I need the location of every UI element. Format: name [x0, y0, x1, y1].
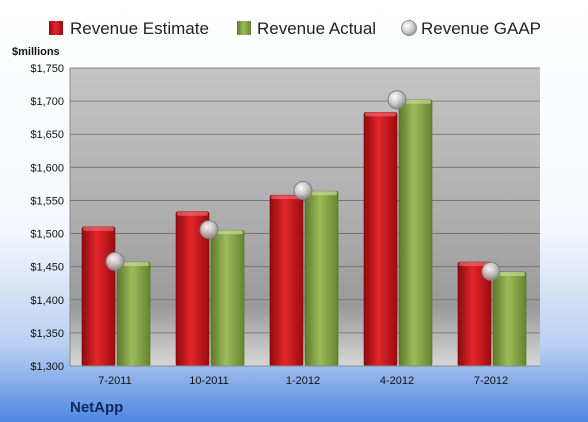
bar-top-highlight	[83, 226, 114, 231]
bar-revenue-actual	[210, 229, 245, 367]
x-tick-label: 1-2012	[286, 375, 320, 387]
bar-top-highlight	[400, 99, 431, 104]
y-tick-label: $1,400	[30, 295, 64, 307]
legend-swatch-gaap	[401, 20, 417, 36]
y-tick-label: $1,350	[30, 328, 64, 340]
bars	[81, 99, 527, 367]
bar-top-highlight	[118, 262, 149, 267]
bar-top-highlight	[306, 191, 337, 196]
bar-revenue-actual	[116, 261, 151, 367]
marker-revenue-gaap	[105, 251, 125, 271]
y-tick-label: $1,500	[30, 229, 64, 241]
legend-label-gaap: Revenue GAAP	[421, 19, 541, 38]
bar-top-highlight	[212, 230, 243, 235]
y-tick-label: $1,300	[30, 361, 64, 373]
bar-top-highlight	[365, 112, 396, 117]
bar-revenue-actual	[492, 271, 527, 367]
y-tick-label: $1,600	[30, 162, 64, 174]
gaap-markers	[105, 90, 501, 281]
x-tick-label: 7-2012	[474, 375, 508, 387]
x-tick-label: 7-2011	[98, 375, 131, 387]
marker-revenue-gaap	[293, 181, 313, 201]
x-axis-ticks: 7-2011 10-2011 1-2012 4-2012 7-2012	[98, 375, 508, 387]
bar-top-highlight	[271, 195, 302, 200]
legend: Revenue Estimate Revenue Actual Revenue …	[49, 19, 541, 38]
bar-top-highlight	[494, 271, 525, 276]
x-tick-label: 10-2011	[189, 375, 229, 387]
legend-swatch-estimate	[49, 21, 63, 35]
bar-revenue-estimate	[269, 194, 304, 367]
y-tick-label: $1,450	[30, 262, 64, 274]
company-label: NetApp	[70, 399, 123, 416]
x-tick-label: 4-2012	[380, 375, 414, 387]
legend-label-actual: Revenue Actual	[257, 19, 376, 38]
legend-label-estimate: Revenue Estimate	[70, 19, 209, 38]
marker-revenue-gaap	[481, 261, 501, 281]
y-tick-label: $1,700	[30, 96, 64, 108]
legend-swatch-actual	[237, 21, 251, 35]
y-tick-label: $1,550	[30, 195, 64, 207]
y-axis-ticks: $1,300 $1,350 $1,400 $1,450 $1,500 $1,550 $1,6…	[30, 63, 64, 373]
bar-revenue-estimate	[363, 112, 398, 367]
y-tick-label: $1,750	[30, 63, 64, 75]
bar-revenue-estimate	[81, 226, 116, 367]
y-tick-label: $1,650	[30, 129, 64, 141]
marker-revenue-gaap	[387, 90, 407, 110]
bar-top-highlight	[459, 262, 490, 267]
bar-revenue-actual	[304, 190, 339, 367]
marker-revenue-gaap	[199, 220, 219, 240]
y-axis-unit-label: $millions	[12, 46, 60, 58]
bar-top-highlight	[177, 211, 208, 216]
bar-revenue-actual	[398, 99, 433, 367]
